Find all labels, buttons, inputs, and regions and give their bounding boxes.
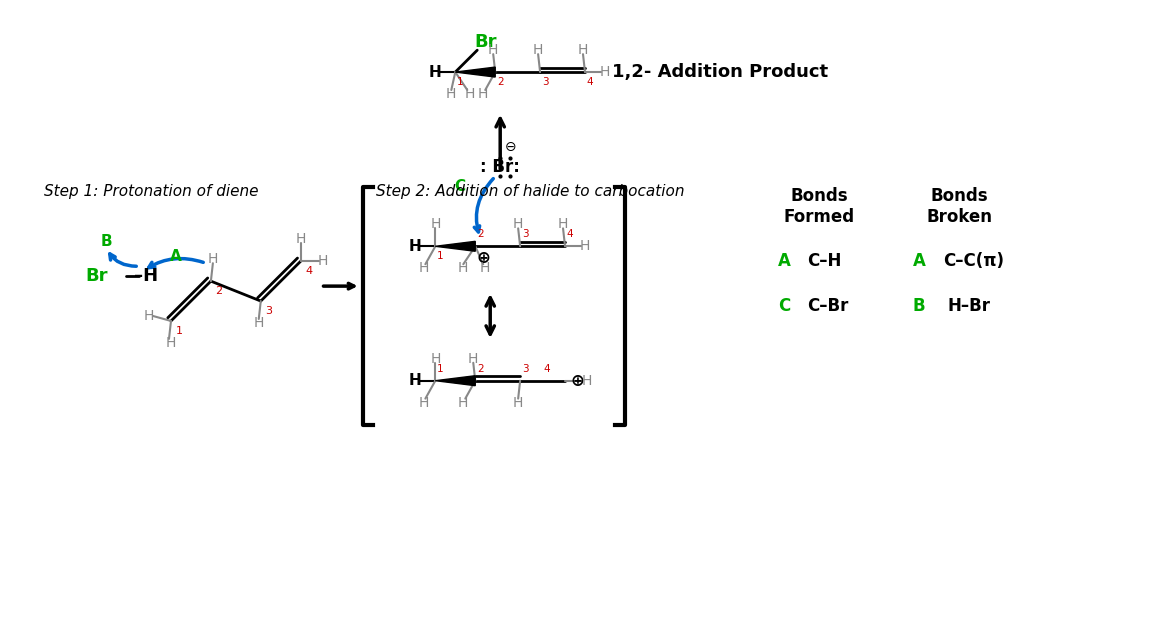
Text: 4: 4 (543, 364, 550, 374)
Text: 1,2- Addition Product: 1,2- Addition Product (612, 63, 828, 81)
Text: C–Br: C–Br (807, 297, 848, 315)
Text: H: H (208, 252, 218, 266)
Text: H: H (578, 43, 588, 57)
Text: H: H (480, 261, 491, 275)
Text: 4: 4 (305, 266, 312, 276)
Text: A: A (170, 249, 182, 264)
Text: ⊕: ⊕ (570, 372, 584, 390)
Text: 3: 3 (522, 229, 528, 239)
Text: 3: 3 (542, 77, 548, 87)
Text: 2: 2 (477, 364, 484, 374)
Text: 1: 1 (437, 251, 443, 261)
Text: A: A (913, 252, 926, 270)
Text: 1: 1 (437, 364, 443, 374)
Text: H: H (430, 217, 441, 232)
Text: Bonds
Formed: Bonds Formed (784, 187, 855, 226)
Text: H: H (419, 261, 429, 275)
Text: A: A (778, 252, 791, 270)
Text: H–Br: H–Br (948, 297, 991, 315)
Text: Step 2: Addition of halide to carbocation: Step 2: Addition of halide to carbocatio… (375, 184, 684, 199)
Text: Br: Br (85, 267, 107, 285)
Text: C–H: C–H (807, 252, 842, 270)
Text: H: H (317, 254, 328, 268)
Text: 2: 2 (216, 286, 223, 296)
Text: H: H (533, 43, 543, 57)
Text: H: H (409, 239, 422, 254)
Text: H: H (295, 232, 305, 246)
Text: C: C (779, 297, 791, 315)
Text: H: H (253, 316, 264, 330)
Text: ⊕: ⊕ (476, 249, 490, 267)
Text: H: H (166, 336, 176, 350)
Text: H: H (489, 43, 498, 57)
Text: H: H (445, 87, 456, 101)
Text: Step 1: Protonation of diene: Step 1: Protonation of diene (44, 184, 259, 199)
Text: –H: –H (134, 267, 159, 285)
Text: H: H (458, 261, 469, 275)
Text: H: H (580, 239, 590, 254)
Text: 1: 1 (175, 326, 182, 336)
Text: B: B (100, 234, 112, 249)
Polygon shape (435, 376, 476, 386)
Text: 2: 2 (497, 77, 504, 87)
Text: H: H (513, 396, 524, 409)
Text: H: H (599, 65, 610, 79)
Text: H: H (513, 217, 524, 232)
Text: H: H (143, 309, 154, 323)
Text: H: H (409, 373, 422, 388)
Text: Br: Br (475, 33, 497, 51)
Text: 1: 1 (457, 77, 464, 87)
Text: ⊖: ⊖ (505, 140, 517, 154)
Text: H: H (582, 374, 592, 387)
Text: B: B (913, 297, 926, 315)
Text: H: H (557, 217, 568, 232)
Polygon shape (435, 241, 476, 251)
Text: 4: 4 (586, 77, 593, 87)
Text: 3: 3 (522, 364, 528, 374)
Polygon shape (455, 67, 496, 77)
Text: H: H (458, 396, 469, 409)
Text: H: H (465, 87, 476, 101)
Text: C: C (455, 179, 466, 194)
Text: C–C(π): C–C(π) (943, 252, 1005, 270)
Text: Bonds
Broken: Bonds Broken (926, 187, 992, 226)
Text: H: H (430, 352, 441, 366)
Text: H: H (419, 396, 429, 409)
Text: H: H (468, 352, 478, 366)
Text: 4: 4 (567, 229, 574, 239)
Text: H: H (429, 64, 442, 80)
Text: 3: 3 (265, 306, 272, 316)
Text: 2: 2 (477, 229, 484, 239)
Text: : Br:: : Br: (480, 158, 520, 176)
Text: H: H (478, 87, 489, 101)
